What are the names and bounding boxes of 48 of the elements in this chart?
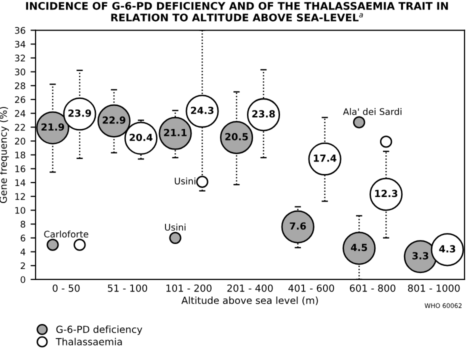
data-label: 21.1 — [164, 128, 187, 136]
series-label: Usini — [174, 177, 196, 184]
data-label: 23.9 — [68, 109, 92, 117]
y-tick-label: 2 — [20, 262, 25, 270]
data-label: 20.5 — [225, 133, 248, 140]
data-label: 12.3 — [375, 190, 398, 198]
y-tick-label: 20 — [15, 138, 26, 145]
y-tick-label: 10 — [15, 206, 26, 214]
y-tick-label: 4 — [20, 248, 26, 256]
y-tick-label: 32 — [15, 54, 25, 62]
data-label: 3.3 — [412, 252, 428, 260]
y-tick-label: 28 — [15, 82, 26, 90]
x-tick-label: 101 - 200 — [166, 284, 212, 292]
series-label: Usini — [165, 224, 186, 231]
legend-label: Thalassaemia — [56, 338, 122, 346]
data-label: 24.3 — [191, 106, 214, 114]
data-label: 23.8 — [252, 110, 275, 118]
y-tick-label: 8 — [20, 220, 26, 228]
y-tick-label: 0 — [20, 276, 26, 284]
y-tick-label: 22 — [15, 124, 25, 131]
x-tick-label: 0 - 50 — [52, 284, 80, 292]
y-tick-label: 14 — [15, 179, 26, 186]
data-label: 17.4 — [314, 154, 336, 162]
data-label: 4.5 — [350, 244, 368, 252]
data-label: 21.9 — [41, 123, 64, 131]
data-label: 20.4 — [130, 134, 152, 142]
x-axis-title: Altitude above sea level (m) — [181, 296, 318, 306]
x-tick-label: 201 - 400 — [227, 284, 273, 292]
y-tick-label: 34 — [15, 40, 26, 48]
y-tick-label: 16 — [15, 165, 26, 172]
y-tick-label: 36 — [15, 26, 26, 34]
data-label: 7.6 — [290, 222, 306, 230]
series-label: Ala' dei Sardi — [343, 108, 402, 116]
y-tick-label: 18 — [15, 152, 26, 158]
data-label: 22.9 — [102, 116, 126, 124]
legend-label: G-6-PD deficiency — [56, 326, 142, 335]
y-tick-label: 26 — [15, 96, 26, 104]
x-tick-label: 801 - 1000 — [408, 284, 460, 292]
y-tick-label: 6 — [20, 234, 26, 242]
chart-title: INCIDENCE OF G-6-PD DEFICIENCY AND OF THE THALASSAEMIA TRAIT IN RELATION TO ALTITUDE ABOVE SEA-LEVEL$^{a}$ — [26, 2, 448, 22]
data-label: 4.3 — [439, 245, 456, 253]
y-tick-label: 24 — [15, 110, 26, 117]
series-label: Carloforte — [44, 230, 88, 238]
y-tick-label: 12 — [15, 193, 25, 200]
y-tick-label: 30 — [15, 68, 26, 76]
x-tick-label: 601 - 800 — [350, 284, 396, 292]
x-tick-label: 401 - 600 — [288, 284, 334, 292]
x-tick-label: 51 - 100 — [108, 284, 148, 292]
